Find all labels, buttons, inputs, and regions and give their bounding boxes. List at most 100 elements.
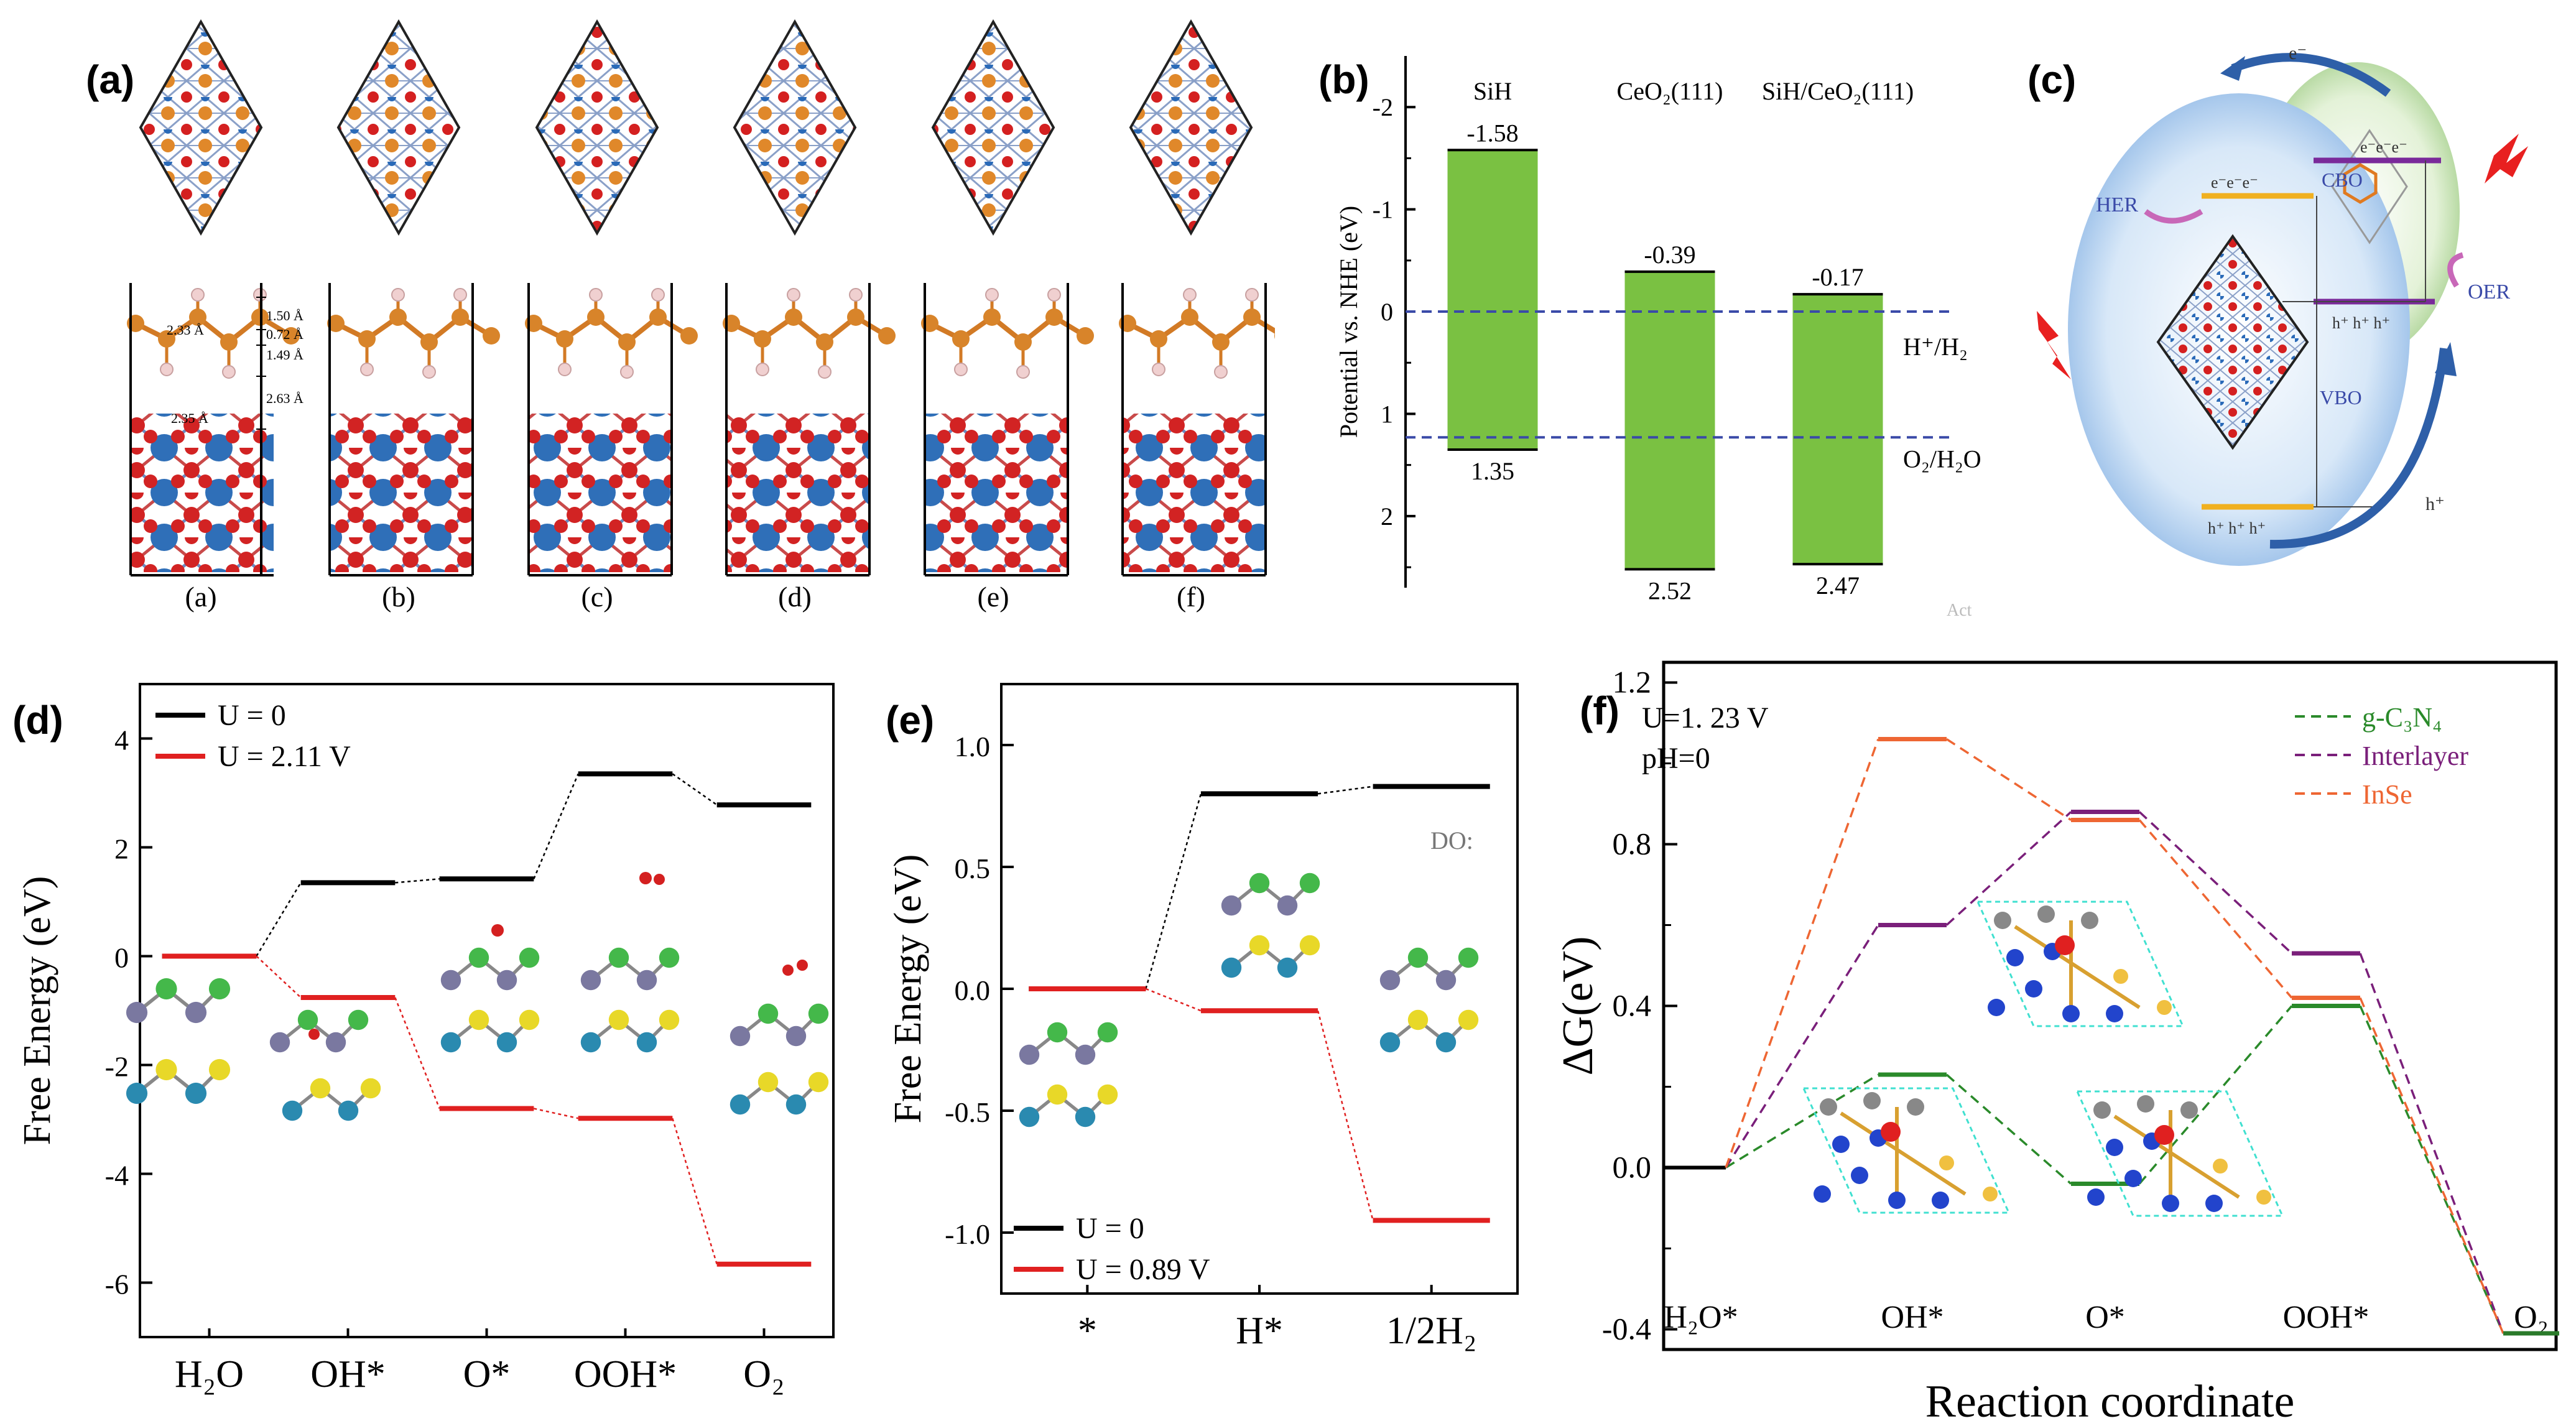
panel-f-label: (f) xyxy=(1580,688,1619,733)
connector xyxy=(395,878,440,884)
panel-e: (e) 1.0 0.5 0.0 -0.5 -1.0 Free Energy (eV) * H*… xyxy=(871,647,1542,1423)
side-view-d xyxy=(723,283,896,576)
column-header: SiH xyxy=(1473,77,1512,105)
y-axis-label: Free Energy (eV) xyxy=(16,876,58,1146)
y-tick-label: -6 xyxy=(105,1269,129,1300)
y-tick-label: 0.8 xyxy=(1613,826,1652,861)
vbo-label: VBO xyxy=(2320,386,2362,409)
connector xyxy=(256,882,302,957)
adsorbate-structure xyxy=(126,978,231,1024)
connector xyxy=(1317,1010,1374,1221)
connector xyxy=(1145,988,1202,1012)
bar xyxy=(1447,150,1538,450)
adsorbate-atom xyxy=(654,874,665,885)
adsorbate-structure xyxy=(1379,947,1479,991)
connector xyxy=(533,773,579,879)
y-tick-label: 1 xyxy=(1381,400,1393,428)
hole-arrow xyxy=(2269,348,2449,549)
x-tick-label: * xyxy=(1078,1310,1097,1352)
chart-d: (d) 4 2 0 -2 -4 -6 Free Energy (eV) H₂O OH* O* OOH… xyxy=(12,683,835,1396)
bar xyxy=(1792,294,1883,565)
y-tick-label: 0.5 xyxy=(955,853,991,884)
connector xyxy=(534,1108,578,1119)
bar xyxy=(1624,271,1715,570)
cond-ph: pH=0 xyxy=(1642,742,1710,775)
panel-c-label: (c) xyxy=(2027,57,2076,102)
dim-2: 0.72 Å xyxy=(266,326,303,342)
y-tick-label: -0.4 xyxy=(1602,1312,1651,1346)
y-tick-label: 4 xyxy=(114,725,129,756)
oer-arrow xyxy=(2447,252,2464,288)
y-tick-label: -1 xyxy=(1373,196,1393,224)
adsorbate-structure xyxy=(269,1009,369,1053)
adsorbate-structure xyxy=(1379,1009,1479,1053)
adsorbate-structure xyxy=(1019,1084,1118,1127)
lattice-diamond xyxy=(2156,234,2309,450)
y-tick-label: 0 xyxy=(114,942,129,974)
ref-label-h: H⁺/H₂ xyxy=(1903,333,1968,361)
x-tick-label: H* xyxy=(1236,1310,1283,1352)
side-view-f xyxy=(1119,283,1275,576)
dimension-annotations: 1.50 Å 0.72 Å 1.49 Å 2.63 Å 2.33 Å 2.35 … xyxy=(167,297,303,430)
connector xyxy=(1725,1073,1879,1169)
connector xyxy=(1725,924,1879,1169)
bar-bottom-value: 1.35 xyxy=(1471,457,1514,485)
connector xyxy=(1317,785,1373,795)
legend-label: InSe xyxy=(2362,779,2412,810)
connector xyxy=(1945,811,2072,926)
adsorbate-structure xyxy=(1019,1022,1118,1065)
column-header: CeO₂(111) xyxy=(1617,77,1723,105)
h-label: h⁺ xyxy=(2425,494,2445,514)
bond-label-1: 2.33 Å xyxy=(167,322,204,338)
plot-frame xyxy=(139,683,835,1338)
y-tick-label: 0 xyxy=(1381,298,1393,326)
connector xyxy=(394,997,440,1109)
x-tick-label: 1/2H₂ xyxy=(1386,1310,1477,1352)
top-view-b xyxy=(336,19,461,236)
sublabel-d: (d) xyxy=(778,581,812,613)
e-label: e⁻ xyxy=(2289,43,2307,63)
y-tick-label: -2 xyxy=(1373,93,1393,121)
legend-label: U = 2.11 V xyxy=(218,740,351,773)
x-tick-label: O* xyxy=(463,1353,511,1396)
y-axis-label: Potential vs. NHE (eV) xyxy=(1335,206,1363,438)
hhh-green: h⁺ h⁺ h⁺ xyxy=(2332,314,2390,332)
dim-3: 1.49 Å xyxy=(266,347,303,363)
y-axis-label: ΔG(eV) xyxy=(1554,937,1602,1076)
y-tick-label: -2 xyxy=(105,1051,129,1083)
panel-b-label: (b) xyxy=(1318,57,1369,102)
legend-label: Interlayer xyxy=(2362,741,2468,771)
top-view-c xyxy=(535,19,659,236)
x-tick-label: OOH* xyxy=(2283,1300,2370,1335)
hhh-blue: h⁺ h⁺ h⁺ xyxy=(2208,519,2266,537)
ref-label-o: O₂/H₂O xyxy=(1903,445,1981,473)
connector xyxy=(2359,997,2504,1334)
connector xyxy=(2359,953,2504,1334)
watermark: Act xyxy=(1947,601,1972,620)
sublabel-a: (a) xyxy=(185,581,216,613)
y-tick-label: 2 xyxy=(1381,502,1393,530)
sublabel-b: (b) xyxy=(382,581,415,613)
x-tick-label: O* xyxy=(2085,1300,2125,1335)
y-tick-label: 0.0 xyxy=(1613,1150,1652,1185)
electron-arrow xyxy=(2231,53,2391,97)
legend-label: g-C₃N₄ xyxy=(2362,702,2442,733)
annotation-do: DO: xyxy=(1430,826,1473,854)
side-view-e xyxy=(921,283,1094,576)
adsorbate-atom xyxy=(782,965,794,976)
bond-label-2: 2.35 Å xyxy=(171,410,208,426)
chart-f: (f) U=1. 23 V pH=0 1.2 0.8 0.4 0.0 -0.4 ΔG(eV… xyxy=(1554,660,2559,1426)
connector xyxy=(2138,1005,2293,1185)
y-tick-label: -0.5 xyxy=(945,1096,990,1128)
light-bolt-right xyxy=(2485,134,2528,183)
x-tick-label: O₂ xyxy=(2514,1300,2549,1335)
bar-top-value: -1.58 xyxy=(1466,119,1518,147)
x-tick-label: O₂ xyxy=(743,1353,784,1396)
y-tick-label: 0.4 xyxy=(1613,988,1652,1023)
panel-a-structures: (a) xyxy=(86,19,1275,613)
eee-green: e⁻e⁻e⁻ xyxy=(2360,138,2407,156)
panel-c: (c) e⁻ h⁺ e⁻e⁻e⁻ e⁻e⁻e⁻ h⁺ h⁺ h⁺ h⁺ h⁺ h… xyxy=(2021,0,2576,622)
sublabel-f: (f) xyxy=(1177,581,1205,613)
panel-b: (b) Act -2 -1 0 1 2 Potential vs. NHE (eV) -1.… xyxy=(1300,0,2015,622)
connector xyxy=(672,773,718,806)
